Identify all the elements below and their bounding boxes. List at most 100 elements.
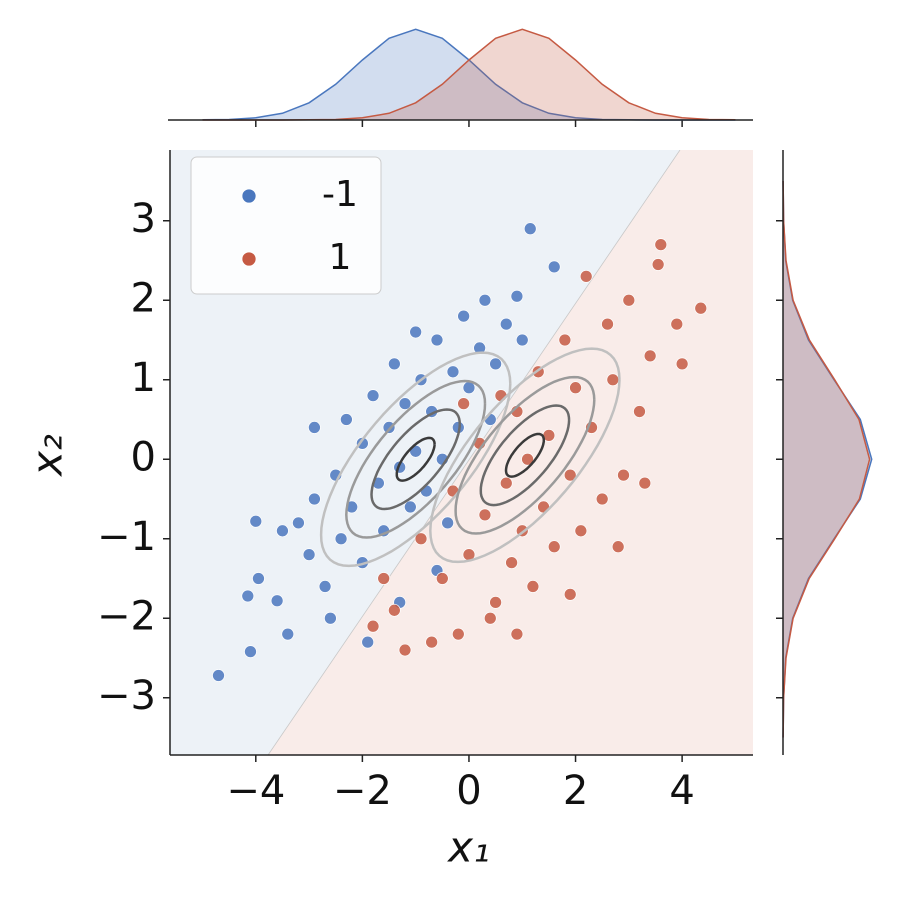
y-tick-label: −1 [97, 514, 156, 560]
scatter-points [212, 222, 708, 682]
point [579, 270, 593, 283]
point [409, 325, 423, 339]
contour [429, 347, 621, 564]
legend-label: 1 [329, 237, 352, 278]
point [457, 309, 470, 323]
x-axis-label: x₁ [446, 823, 490, 872]
point [611, 540, 625, 554]
point [526, 580, 540, 593]
decision-boundary [267, 150, 681, 755]
point [638, 476, 652, 490]
contour [370, 408, 462, 511]
point [249, 514, 263, 528]
point [633, 405, 646, 418]
point [377, 572, 391, 585]
contour [395, 436, 436, 482]
point [574, 524, 588, 538]
contour [479, 404, 571, 507]
point [308, 492, 321, 506]
x-tick-label: −4 [226, 768, 285, 814]
point [499, 317, 513, 331]
point [334, 532, 348, 546]
legend-box [190, 156, 382, 295]
point [366, 619, 380, 633]
point [595, 492, 609, 506]
point [441, 516, 454, 530]
point [435, 572, 449, 585]
point [643, 349, 657, 363]
point [499, 476, 513, 490]
point [388, 603, 401, 617]
y-tick-label: 1 [131, 355, 156, 401]
y-tick-label: −2 [97, 593, 156, 639]
point [510, 627, 524, 641]
marginal-kde [782, 180, 871, 738]
point [606, 373, 620, 387]
x-tick-label: −2 [333, 768, 392, 814]
point [523, 222, 537, 236]
point [340, 413, 353, 426]
point [419, 484, 433, 498]
point [212, 669, 225, 682]
contour [319, 351, 512, 568]
point [675, 357, 689, 371]
point [318, 580, 332, 593]
point [425, 635, 439, 649]
point [558, 333, 572, 347]
y-axis-label: x₂ [23, 434, 72, 478]
point [302, 548, 316, 562]
point [324, 611, 337, 625]
point [398, 397, 412, 410]
point [356, 437, 369, 450]
contours [319, 347, 621, 568]
contour [345, 379, 487, 539]
y-tick-label: 0 [131, 434, 156, 480]
point [489, 596, 502, 609]
marginal-kde [202, 28, 736, 121]
y-tick-label: 3 [131, 196, 156, 242]
point [494, 389, 508, 403]
point [276, 524, 289, 538]
point [366, 389, 380, 403]
y-tick-label: 2 [131, 275, 156, 321]
point [654, 238, 668, 251]
point [252, 572, 265, 585]
x-tick-label: 0 [456, 768, 481, 814]
point [515, 333, 529, 347]
point [403, 500, 417, 514]
point [398, 643, 412, 657]
point [622, 293, 636, 307]
point [521, 452, 534, 466]
point [601, 317, 614, 331]
y-tick-label: −3 [97, 673, 156, 719]
point [563, 468, 577, 482]
x-tick-label: 4 [669, 768, 694, 814]
point [510, 289, 524, 303]
point [308, 421, 321, 434]
point [457, 397, 470, 410]
point [451, 627, 465, 641]
point [569, 381, 582, 395]
point [670, 317, 684, 331]
legend-label: -1 [322, 174, 358, 215]
point [483, 611, 497, 625]
point [270, 594, 284, 608]
axes: −4 −2 0 2 4 −3 −2 −1 0 1 2 3 [97, 28, 873, 814]
point [241, 589, 255, 603]
point [547, 540, 561, 554]
legend-marker [241, 188, 257, 204]
point [281, 627, 295, 641]
point [244, 645, 257, 658]
point [478, 293, 492, 307]
point [361, 635, 375, 649]
point [694, 301, 708, 315]
region [170, 150, 680, 755]
contour [454, 375, 596, 535]
legend-marker [241, 251, 257, 267]
point [547, 260, 561, 274]
point [505, 556, 518, 569]
point [563, 588, 577, 601]
x-tick-label: 2 [563, 768, 588, 814]
point [651, 258, 665, 271]
